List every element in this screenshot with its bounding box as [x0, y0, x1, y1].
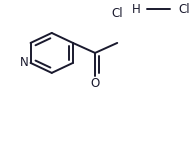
Text: Cl: Cl — [178, 3, 190, 16]
Text: Cl: Cl — [111, 7, 123, 20]
Text: H: H — [132, 3, 140, 16]
Text: O: O — [90, 78, 100, 91]
Text: N: N — [20, 56, 29, 69]
